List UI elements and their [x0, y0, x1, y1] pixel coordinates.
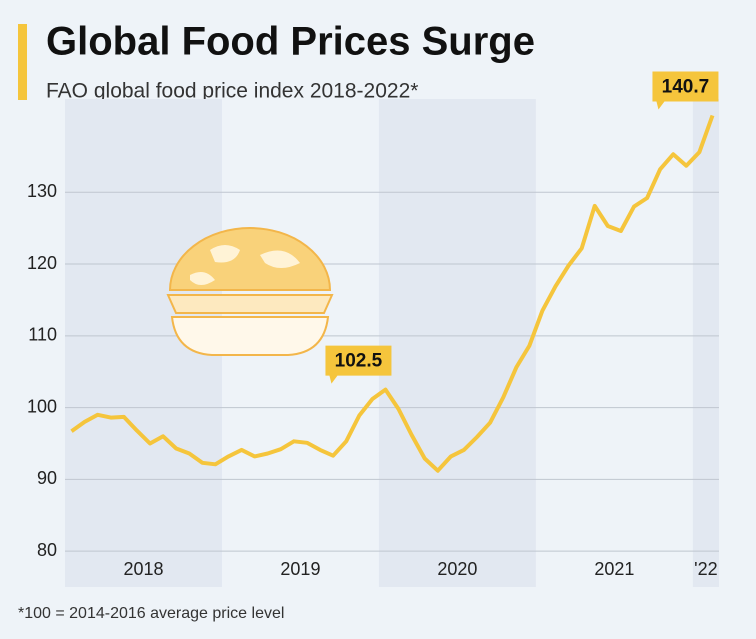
- y-tick-label: 110: [28, 325, 57, 345]
- bun-bottom: [170, 316, 330, 356]
- x-tick-label: 2019: [280, 559, 320, 579]
- x-tick-label: '22: [694, 559, 717, 579]
- data-label: 140.7: [662, 77, 710, 98]
- year-band: [692, 99, 719, 587]
- x-tick-label: 2021: [594, 559, 634, 579]
- y-tick-label: 120: [27, 253, 57, 273]
- bun-pattern: [190, 245, 300, 285]
- data-line: [70, 114, 715, 473]
- title-accent: [18, 24, 27, 100]
- bun-top: [168, 227, 332, 291]
- plot-area: 80 90 100 110 120 130 2018 2019 2020 2021 '22 102.5…: [27, 71, 719, 587]
- y-tick-label: 90: [37, 468, 57, 488]
- y-tick-label: 100: [27, 396, 57, 416]
- burger-illustration: [166, 227, 334, 356]
- y-tick-label: 80: [37, 540, 57, 560]
- chart-subtitle: FAO global food price index 2018-2022*: [46, 80, 418, 103]
- x-tick-label: 2018: [123, 559, 163, 579]
- callout-box: [652, 71, 719, 110]
- callout-box: [325, 345, 392, 384]
- x-tick-label: 2020: [437, 559, 477, 579]
- data-label: 102.5: [335, 351, 383, 372]
- footnote: *100 = 2014-2016 average price level: [18, 605, 284, 622]
- filling: [166, 294, 334, 314]
- y-tick-label: 130: [27, 181, 57, 201]
- year-band: [378, 99, 536, 587]
- chart-title: Global Food Prices Surge: [46, 20, 535, 64]
